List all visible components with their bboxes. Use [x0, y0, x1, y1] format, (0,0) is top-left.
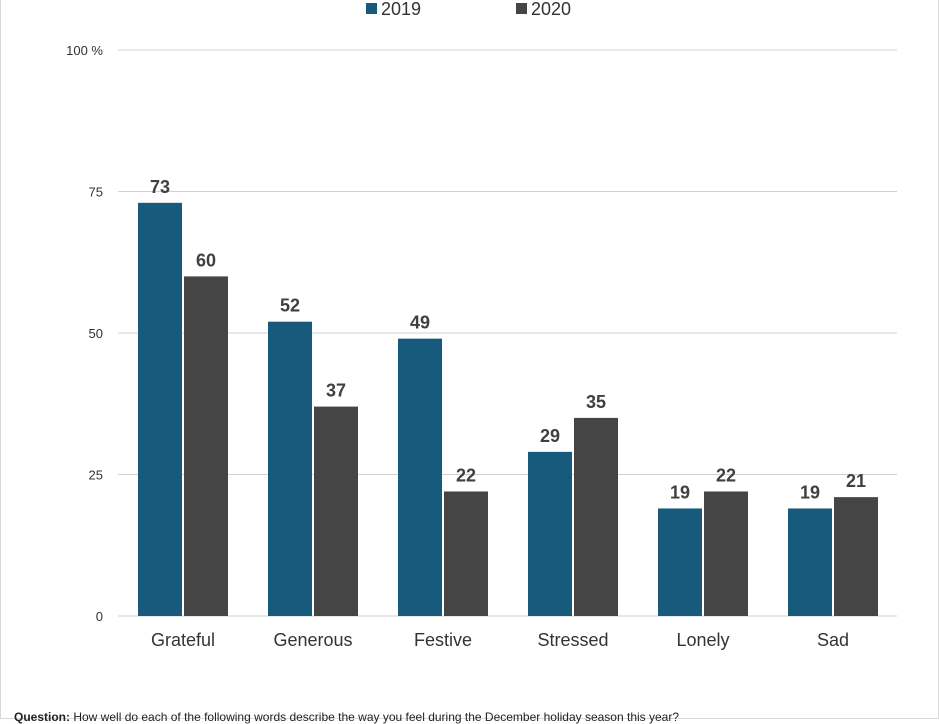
bar-stressed-2019: [528, 451, 572, 616]
data-label: 52: [280, 296, 300, 316]
data-label: 19: [670, 482, 690, 502]
legend-swatch: [366, 3, 377, 14]
y-tick-label: 50: [89, 326, 103, 341]
data-label: 22: [456, 465, 476, 485]
bar-generous-2020: [314, 406, 358, 616]
data-label: 19: [800, 482, 820, 502]
bars: [138, 202, 878, 616]
data-label: 21: [846, 471, 866, 491]
bar-stressed-2020: [574, 417, 618, 616]
data-label: 49: [410, 313, 430, 333]
legend-swatch: [516, 3, 527, 14]
y-tick-label: 75: [89, 185, 103, 200]
x-axis-labels: Grateful Generous Festive Stressed Lonely Sad: [151, 630, 849, 650]
x-tick-label: Festive: [414, 630, 472, 650]
data-label: 73: [150, 177, 170, 197]
bar-sad-2019: [788, 508, 832, 616]
bar-generous-2019: [268, 321, 312, 616]
data-label: 22: [716, 465, 736, 485]
data-label: 60: [196, 250, 216, 270]
data-label: 37: [326, 381, 346, 401]
question-label: Question:: [14, 710, 70, 724]
gridlines: [118, 49, 897, 617]
y-tick-label: 25: [89, 468, 103, 483]
legend-label: 2020: [531, 0, 571, 19]
question-footnote: Question: How well do each of the follow…: [14, 710, 679, 724]
data-label: 29: [540, 426, 560, 446]
x-tick-label: Stressed: [537, 630, 608, 650]
data-label: 35: [586, 392, 606, 412]
bar-festive-2020: [444, 491, 488, 616]
data-labels: 73 60 52 37 49 22 29 35 19 22 19 21: [150, 177, 866, 503]
x-tick-label: Sad: [817, 630, 849, 650]
y-axis-ticks: 0 25 50 75 100 %: [66, 43, 103, 624]
legend: 2019 2020: [366, 0, 571, 19]
bar-grateful-2019: [138, 202, 182, 616]
x-tick-label: Generous: [273, 630, 352, 650]
x-tick-label: Grateful: [151, 630, 215, 650]
question-text: How well do each of the following words …: [73, 710, 680, 724]
bar-sad-2020: [834, 497, 878, 616]
x-tick-label: Lonely: [676, 630, 729, 650]
bar-festive-2019: [398, 338, 442, 616]
bar-lonely-2019: [658, 508, 702, 616]
legend-label: 2019: [381, 0, 421, 19]
bar-lonely-2020: [704, 491, 748, 616]
y-tick-label: 0: [96, 609, 103, 624]
bar-grateful-2020: [184, 276, 228, 616]
y-tick-label: 100 %: [66, 43, 103, 58]
